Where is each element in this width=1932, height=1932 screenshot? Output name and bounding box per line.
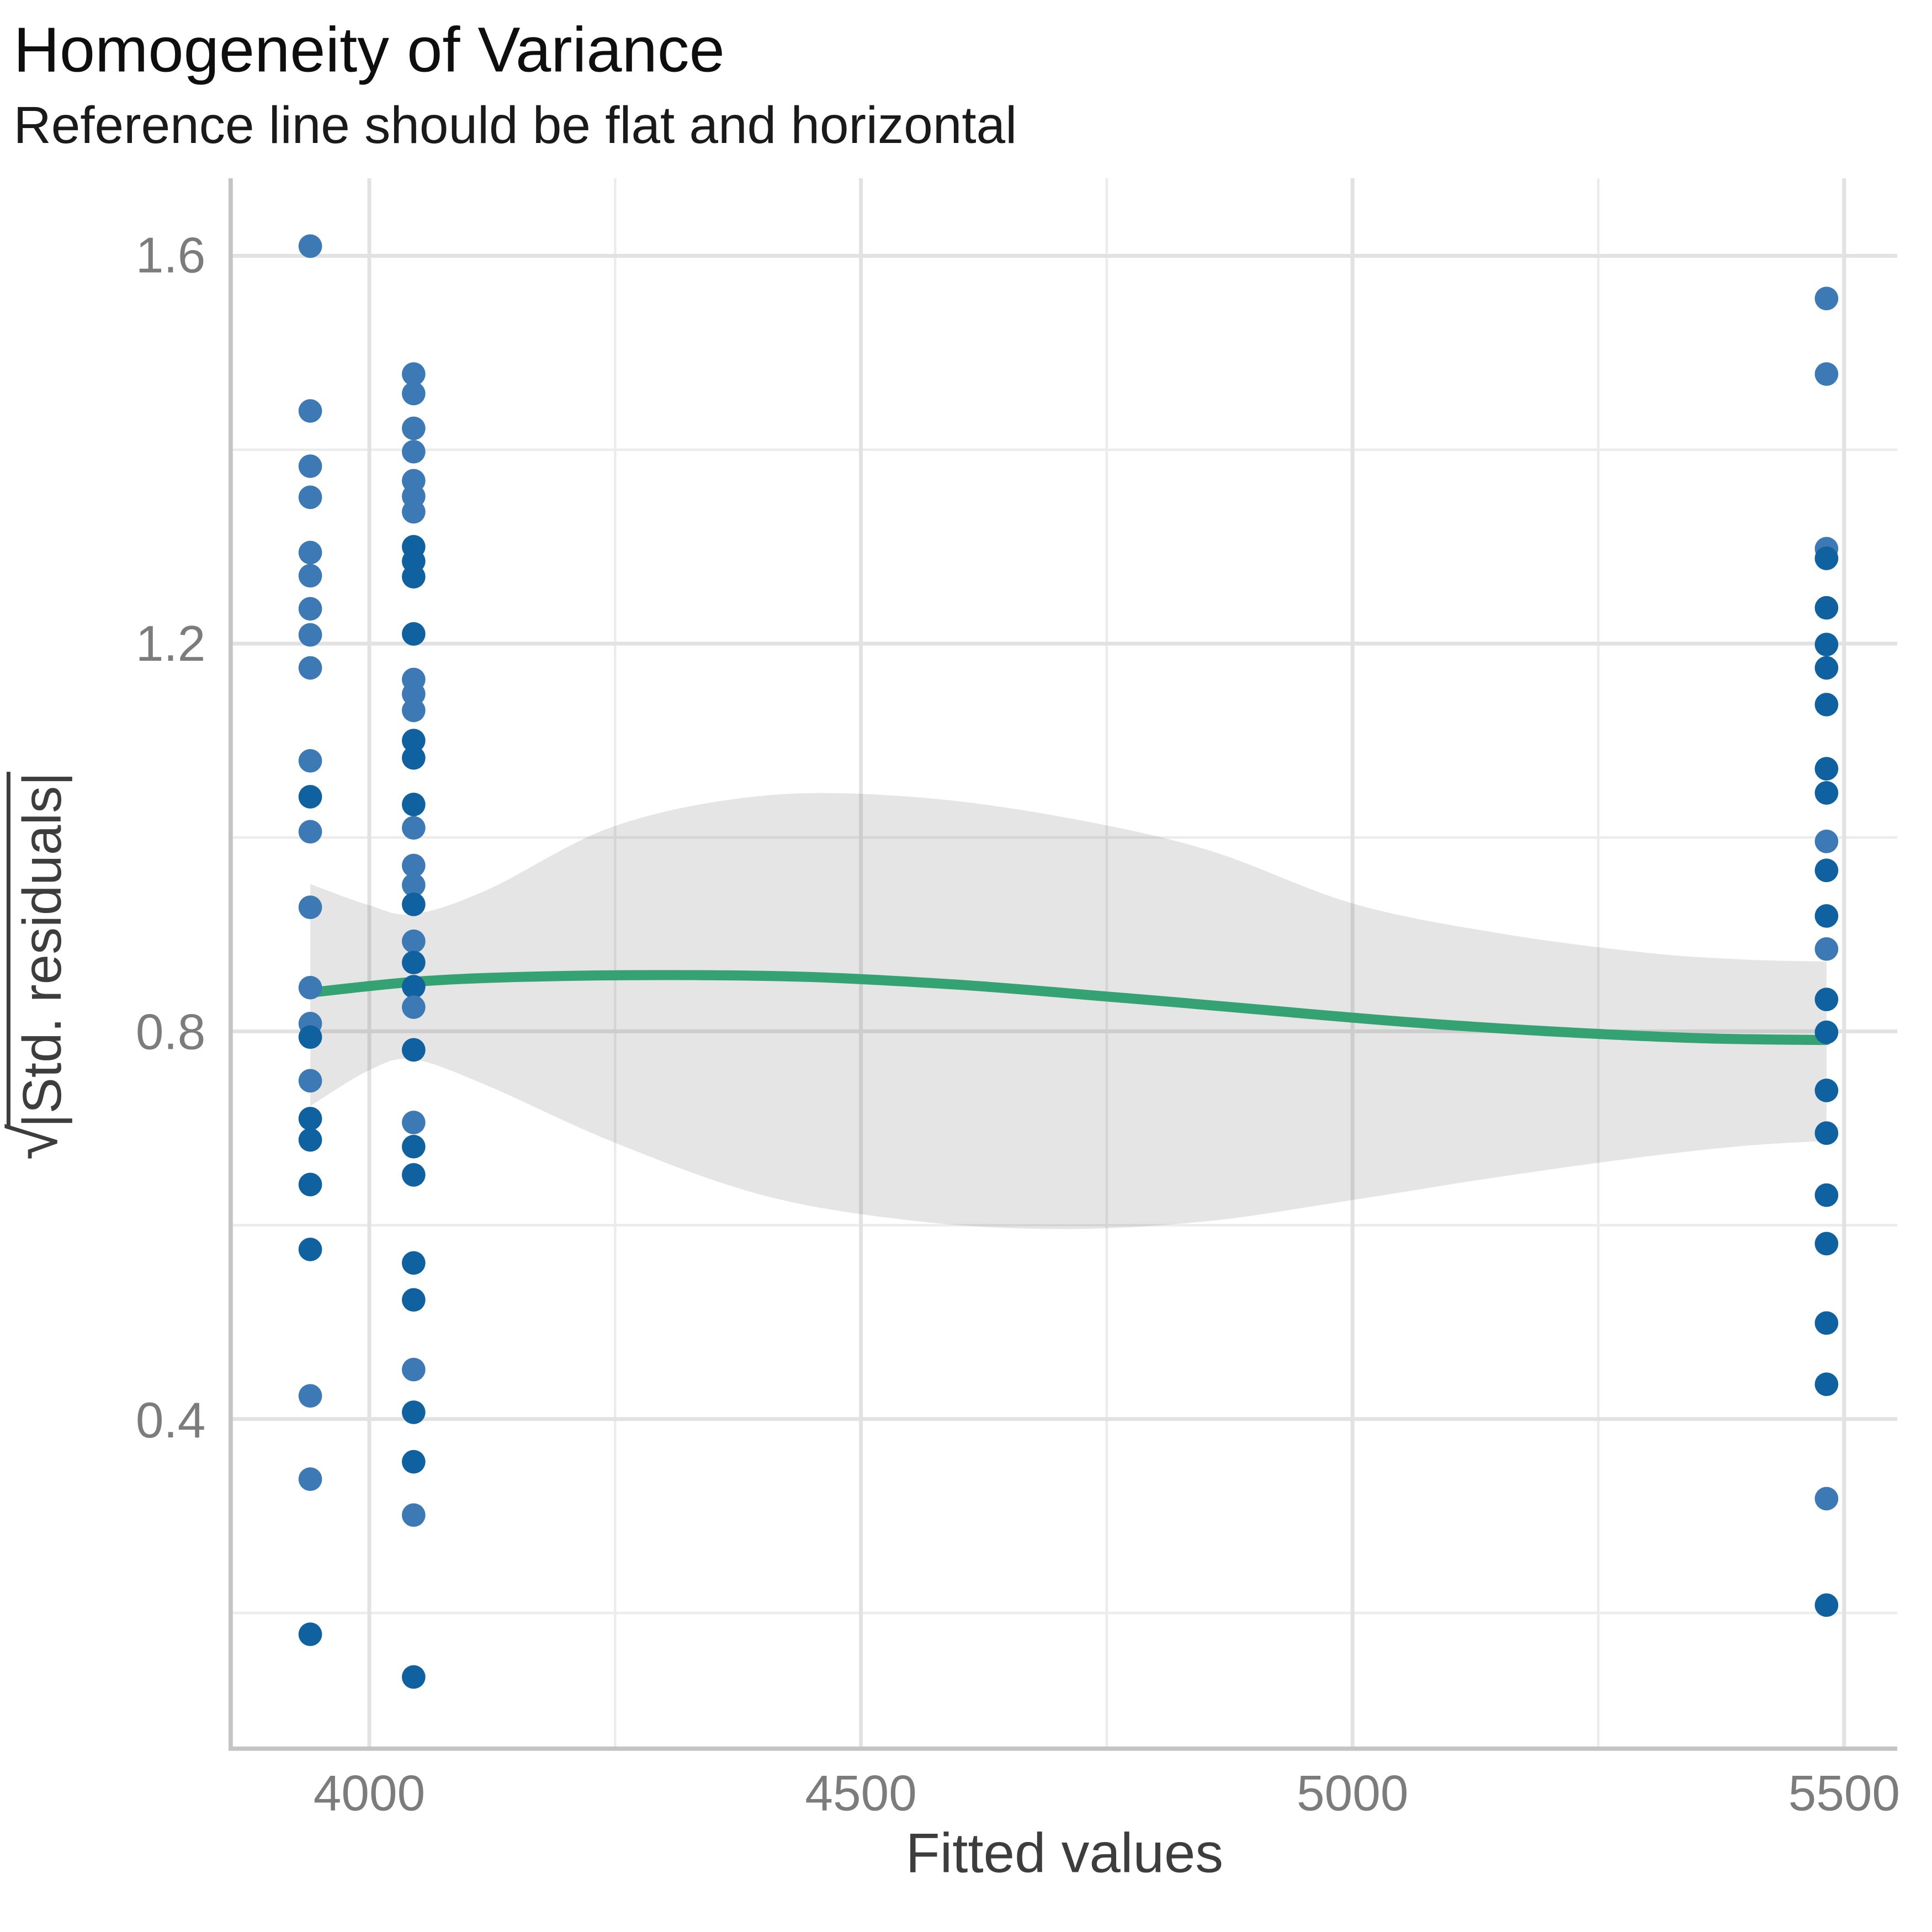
data-point (298, 785, 322, 809)
data-point (402, 873, 426, 897)
x-tick-label: 4000 (313, 1764, 426, 1822)
data-point (298, 1384, 322, 1408)
y-tick-label: 1.2 (135, 614, 206, 673)
data-point (298, 1467, 322, 1491)
y-tick-label: 0.4 (135, 1390, 206, 1448)
x-tick-label: 5500 (1788, 1764, 1901, 1822)
data-point (298, 1025, 322, 1049)
data-point (1814, 904, 1839, 928)
data-point (298, 623, 322, 647)
data-point (402, 729, 426, 752)
data-point (298, 1069, 322, 1093)
data-point (298, 485, 322, 509)
data-point (402, 416, 426, 440)
data-point (1814, 546, 1839, 570)
data-point (298, 564, 322, 588)
data-point (1814, 829, 1839, 853)
x-axis-title: Fitted values (905, 1824, 1224, 1886)
data-point (1814, 781, 1839, 805)
data-point (402, 1450, 426, 1474)
data-point (402, 362, 426, 386)
data-point (1814, 1121, 1839, 1145)
data-point (298, 234, 322, 258)
data-point (1814, 1020, 1839, 1044)
data-point (1814, 1372, 1839, 1397)
data-point (298, 597, 322, 621)
data-point (1814, 693, 1839, 716)
data-point (298, 749, 322, 773)
data-point (298, 454, 322, 478)
data-point (402, 1038, 426, 1062)
data-point (298, 1622, 322, 1647)
data-point (1814, 858, 1839, 883)
data-point (402, 929, 426, 953)
data-point (402, 975, 426, 999)
data-point (1814, 1593, 1839, 1617)
data-point (298, 656, 322, 680)
data-point (402, 1111, 426, 1134)
data-point (402, 1400, 426, 1424)
data-point (1814, 596, 1839, 620)
data-point (1814, 988, 1839, 1011)
data-point (298, 399, 322, 423)
data-point (402, 995, 426, 1019)
data-point (298, 1128, 322, 1152)
x-tick-label: 4500 (805, 1764, 917, 1822)
data-point (298, 820, 322, 844)
data-point (402, 381, 426, 406)
data-point (1814, 1079, 1839, 1102)
data-point (1814, 633, 1839, 656)
data-point (402, 1134, 426, 1159)
data-point (402, 1163, 426, 1187)
data-point (298, 975, 322, 1000)
data-point (402, 1288, 426, 1312)
data-point (1814, 937, 1839, 961)
data-point (402, 1251, 426, 1275)
data-point (1814, 757, 1839, 781)
data-point (402, 1665, 426, 1689)
data-point (298, 895, 322, 919)
data-point (402, 622, 426, 646)
data-point (402, 565, 426, 589)
data-point (402, 1503, 426, 1527)
data-point (402, 853, 426, 878)
confidence-band (310, 793, 1827, 1229)
y-tick-label: 1.6 (135, 227, 206, 285)
data-point (402, 500, 426, 524)
data-point (298, 1107, 322, 1130)
data-point (402, 1357, 426, 1382)
data-point (1814, 656, 1839, 680)
data-point (298, 1172, 322, 1197)
data-point (402, 439, 426, 464)
data-point (402, 816, 426, 840)
data-point (402, 682, 426, 706)
data-point (298, 1238, 322, 1261)
data-point (1814, 1232, 1839, 1256)
data-point (1814, 362, 1839, 386)
data-point (298, 540, 322, 565)
y-tick-label: 0.8 (135, 1002, 206, 1060)
smooth-reference-line (305, 970, 1832, 1045)
data-point (402, 951, 426, 975)
data-point (1814, 1487, 1839, 1511)
data-point (1814, 1311, 1839, 1335)
x-tick-label: 5000 (1296, 1764, 1409, 1822)
data-point (402, 793, 426, 816)
data-point (402, 698, 426, 723)
data-point (402, 893, 426, 916)
data-point (1814, 1183, 1839, 1207)
plot-title: Homogeneity of Variance (13, 13, 725, 86)
data-point (1814, 286, 1839, 311)
data-point (402, 746, 426, 770)
plot-subtitle: Reference line should be flat and horizo… (13, 97, 1017, 155)
